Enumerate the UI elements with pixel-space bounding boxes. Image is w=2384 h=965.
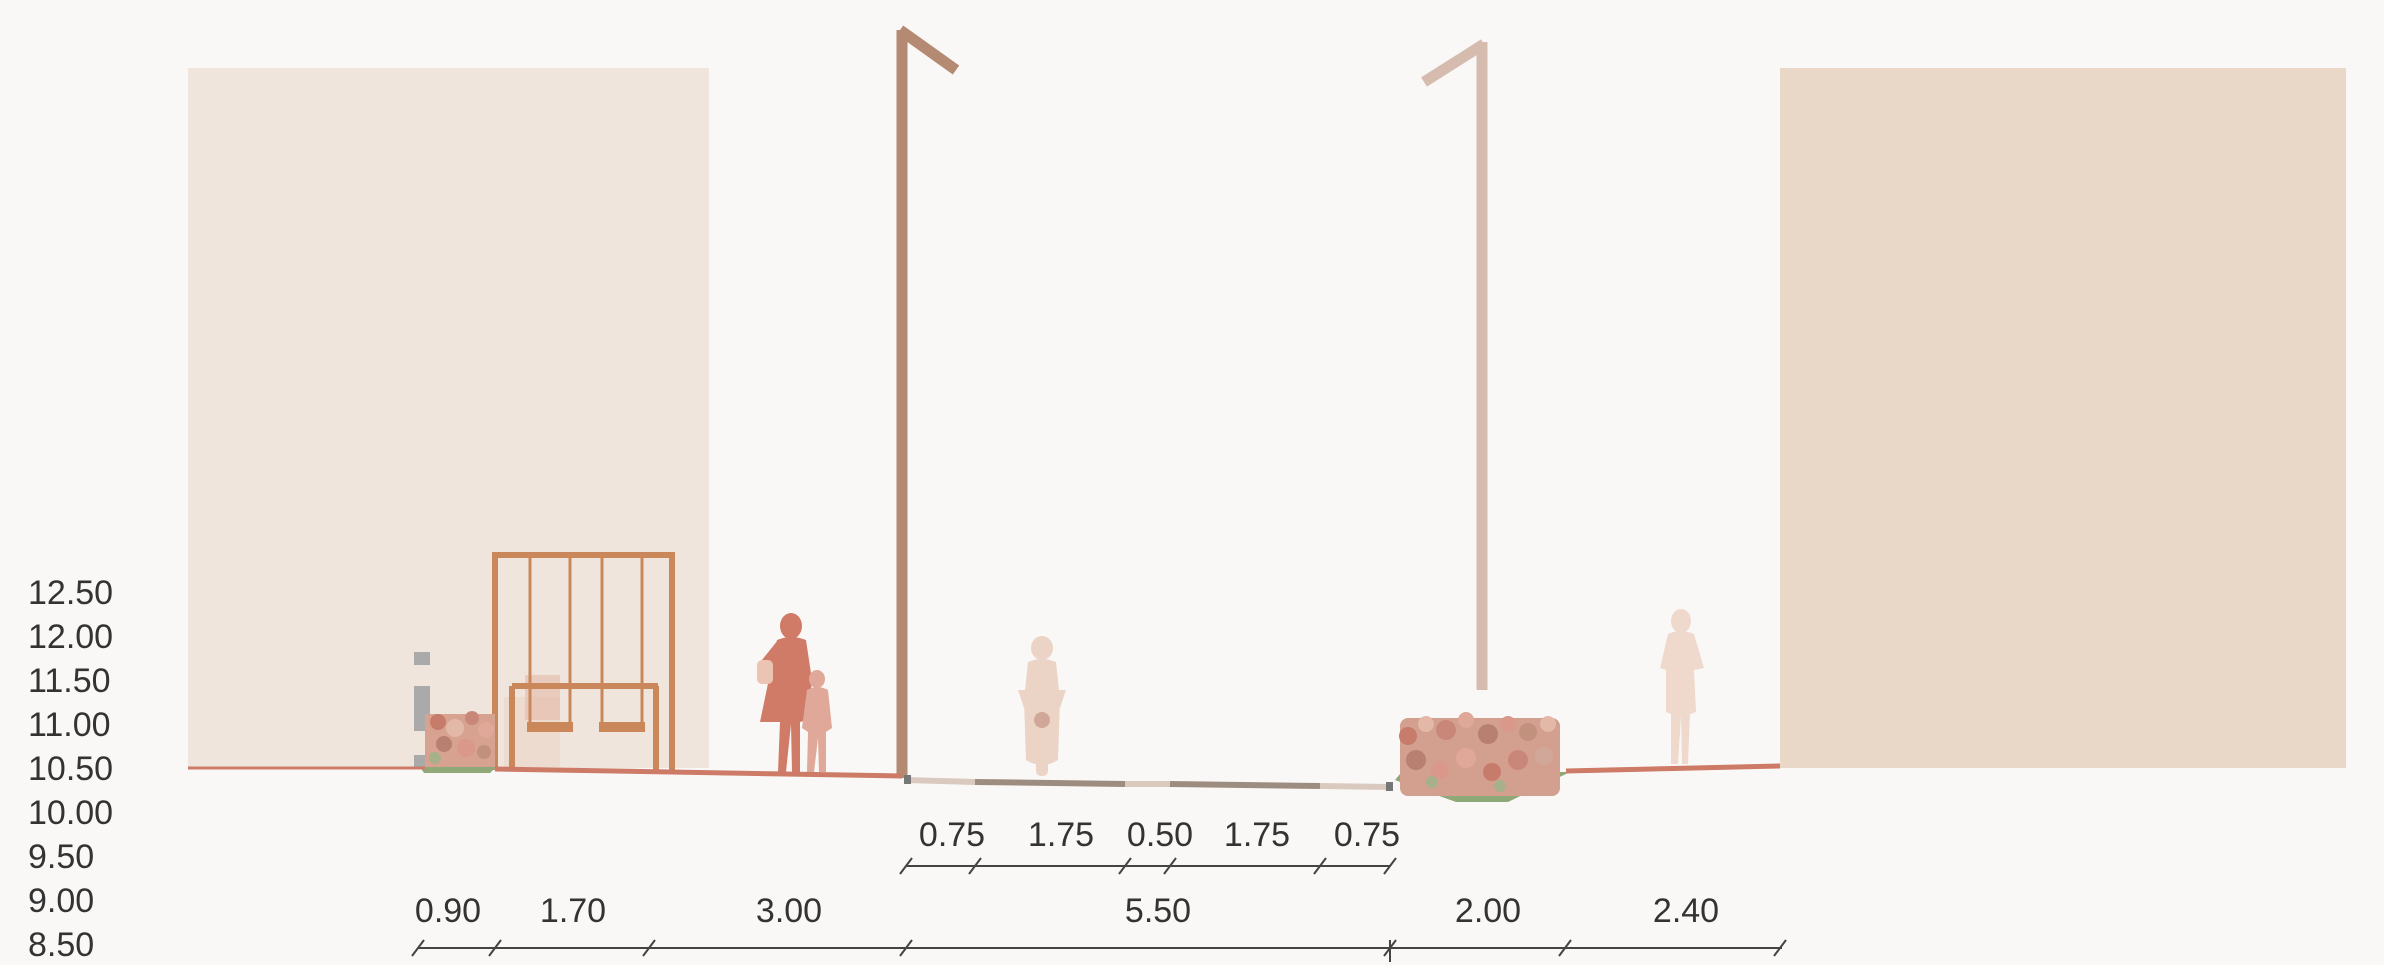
scooter-rider-silhouette-icon: [1018, 636, 1066, 776]
building-right: [1780, 68, 2346, 768]
overall-dimension-chain: [411, 939, 1787, 962]
dimension-label: 0.75: [919, 816, 985, 854]
dimension-label: 1.75: [1028, 816, 1094, 854]
carriageway-dimension-chain: [899, 857, 1397, 875]
street-lamp-icon: [1421, 39, 1488, 690]
dimension-label: 0.90: [415, 892, 481, 930]
elevation-label: 9.50: [28, 838, 94, 876]
mother-child-silhouette-icon: [757, 613, 832, 772]
dimension-label: 0.75: [1334, 816, 1400, 854]
elevation-label: 11.50: [28, 662, 111, 700]
ground-profile: [188, 763, 1781, 791]
dimension-label: 1.75: [1224, 816, 1290, 854]
elevation-label: 11.00: [28, 706, 111, 744]
pedestrian-silhouette-icon: [1660, 609, 1704, 764]
street-lamp-icon: [896, 25, 960, 778]
elevation-label: 10.50: [28, 750, 113, 788]
elevation-label: 12.50: [28, 574, 113, 612]
dimension-label: 3.00: [756, 892, 822, 930]
elevation-scale: 12.50 12.00 11.50 11.00 10.50 10.00 9.50…: [28, 574, 113, 964]
dimension-label: 2.00: [1455, 892, 1521, 930]
swing-icon: [492, 552, 675, 770]
dimension-label: 2.40: [1653, 892, 1719, 930]
dimension-label: 1.70: [540, 892, 606, 930]
elevation-label: 10.00: [28, 794, 113, 832]
planting-bed-icon: [1395, 712, 1570, 802]
dimension-label: 0.50: [1127, 816, 1193, 854]
elevation-label: 12.00: [28, 618, 113, 656]
building-left: [188, 68, 709, 768]
elevation-label: 8.50: [28, 926, 94, 964]
elevation-label: 9.00: [28, 882, 94, 920]
planting-bed-icon: [420, 711, 496, 773]
dimension-label: 5.50: [1125, 892, 1191, 930]
